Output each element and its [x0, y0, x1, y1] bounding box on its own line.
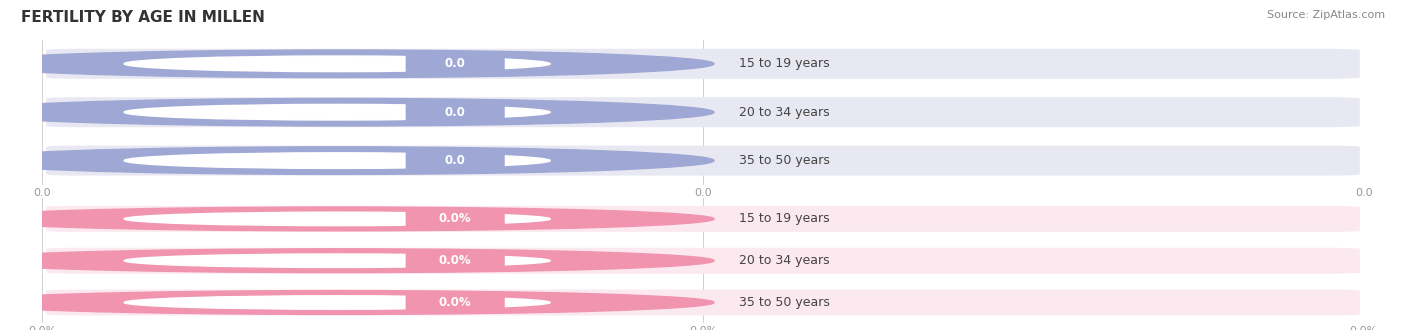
FancyBboxPatch shape — [46, 49, 1360, 79]
Circle shape — [124, 153, 550, 168]
Text: 0.0: 0.0 — [444, 106, 465, 119]
Text: 15 to 19 years: 15 to 19 years — [738, 213, 830, 225]
Circle shape — [0, 50, 714, 78]
Text: 35 to 50 years: 35 to 50 years — [738, 296, 830, 309]
FancyBboxPatch shape — [406, 251, 505, 270]
Text: 0.0: 0.0 — [444, 57, 465, 70]
FancyBboxPatch shape — [46, 248, 1360, 274]
Circle shape — [0, 207, 714, 231]
Circle shape — [0, 98, 714, 126]
FancyBboxPatch shape — [406, 293, 505, 312]
Circle shape — [124, 254, 550, 267]
FancyBboxPatch shape — [46, 97, 1360, 127]
Text: 0.0%: 0.0% — [439, 213, 471, 225]
Circle shape — [0, 147, 714, 174]
FancyBboxPatch shape — [406, 101, 505, 123]
Circle shape — [124, 104, 550, 120]
FancyBboxPatch shape — [406, 210, 505, 228]
FancyBboxPatch shape — [46, 206, 1360, 232]
Circle shape — [124, 56, 550, 72]
FancyBboxPatch shape — [406, 150, 505, 171]
Circle shape — [124, 212, 550, 226]
Text: 35 to 50 years: 35 to 50 years — [738, 154, 830, 167]
Text: FERTILITY BY AGE IN MILLEN: FERTILITY BY AGE IN MILLEN — [21, 10, 264, 25]
FancyBboxPatch shape — [46, 289, 1360, 315]
Circle shape — [0, 291, 714, 314]
Text: Source: ZipAtlas.com: Source: ZipAtlas.com — [1267, 10, 1385, 20]
Text: 0.0%: 0.0% — [439, 254, 471, 267]
Text: 15 to 19 years: 15 to 19 years — [738, 57, 830, 70]
Text: 0.0: 0.0 — [444, 154, 465, 167]
Text: 0.0%: 0.0% — [439, 296, 471, 309]
Circle shape — [124, 296, 550, 309]
Circle shape — [0, 249, 714, 273]
Text: 20 to 34 years: 20 to 34 years — [738, 106, 830, 119]
FancyBboxPatch shape — [406, 53, 505, 75]
FancyBboxPatch shape — [46, 146, 1360, 176]
Text: 20 to 34 years: 20 to 34 years — [738, 254, 830, 267]
